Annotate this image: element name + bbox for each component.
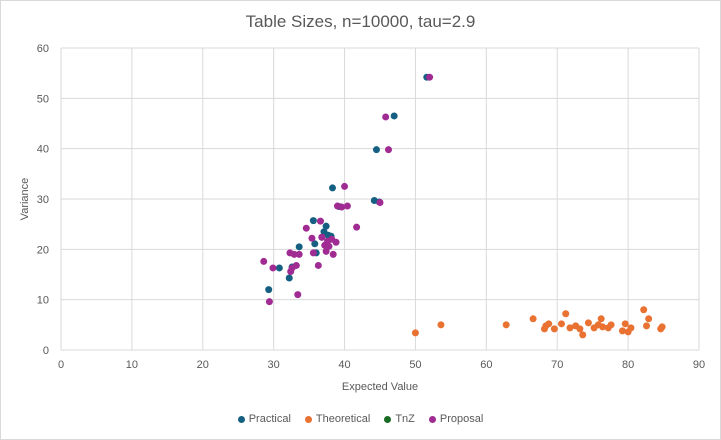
chart-title: Table Sizes, n=10000, tau=2.9 [245,12,476,31]
data-point [579,331,587,339]
data-point [265,286,273,294]
data-point [309,217,317,225]
y-tick-label: 20 [37,244,49,256]
legend-label: Theoretical [315,413,371,425]
data-point [260,257,268,265]
data-point [332,238,340,246]
legend-label: Practical [248,413,291,425]
x-tick-label: 90 [693,359,705,371]
data-point [325,242,333,250]
data-point [426,73,434,81]
data-point [294,291,302,299]
data-point [562,310,570,318]
x-tick-label: 10 [126,359,138,371]
data-point [599,323,607,331]
legend-swatch [237,415,245,423]
data-point [618,327,626,335]
data-points [260,73,666,339]
data-point [353,223,361,231]
data-point [584,319,592,327]
data-point [308,234,316,242]
legend-item: Practical [237,413,291,425]
x-tick-label: 40 [338,359,350,371]
data-point [529,315,537,323]
x-tick-label: 30 [268,359,280,371]
data-point [265,298,273,306]
legend-label: Proposal [439,413,484,425]
data-point [329,250,337,258]
data-point [292,261,300,269]
legend-item: TnZ [384,413,415,425]
data-point [311,240,319,248]
data-point [621,320,629,328]
data-point [607,321,615,329]
x-tick-label: 70 [551,359,563,371]
data-point [502,321,510,329]
data-point [318,233,326,241]
data-point [372,146,380,154]
data-point [322,222,330,230]
data-point [645,315,653,323]
data-point [382,113,390,121]
data-point [411,329,419,337]
data-point [376,199,384,207]
data-point [557,320,565,328]
data-point [290,250,298,258]
data-point [329,184,337,192]
legend-swatch [384,415,392,423]
data-point [545,320,553,328]
gridlines [60,47,700,351]
data-point [640,306,648,314]
legend-label: TnZ [395,413,415,425]
x-tick-label: 60 [480,359,492,371]
y-tick-label: 10 [37,295,49,307]
data-point [390,112,398,120]
legend-item: Proposal [428,413,484,425]
x-axis-label: Expected Value [342,381,418,393]
data-point [550,325,558,333]
data-point [658,323,666,331]
data-point [285,274,293,282]
data-point [314,261,322,269]
data-point [566,324,574,332]
data-point [338,203,346,211]
data-point [437,321,445,329]
y-tick-label: 30 [37,194,49,206]
y-tick-label: 0 [43,345,49,357]
data-point [309,249,317,257]
legend-item: Theoretical [304,413,371,425]
x-tick-label: 0 [58,359,64,371]
data-point [385,146,393,154]
data-point [302,224,310,232]
data-point [597,315,605,323]
y-tick-label: 50 [37,93,49,105]
legend-swatch [428,415,436,423]
legend: Practical Theoretical TnZ Proposal [0,413,721,425]
data-point [316,217,324,225]
data-point [275,264,283,272]
legend-swatch [304,415,312,423]
data-point [643,322,651,330]
data-point [343,202,351,210]
x-tick-label: 50 [409,359,421,371]
data-point [295,243,303,251]
y-tick-label: 60 [37,43,49,55]
x-tick-label: 80 [622,359,634,371]
x-tick-labels: 0 10 20 30 40 50 60 70 80 90 [58,359,705,371]
data-point [295,250,303,258]
y-tick-labels: 0 10 20 30 40 50 60 [37,43,49,357]
x-tick-label: 20 [197,359,209,371]
y-axis-label: Variance [19,178,31,221]
data-point [627,324,635,332]
data-point [269,264,277,272]
data-point [576,325,584,333]
data-point [341,182,349,190]
y-tick-label: 40 [37,144,49,156]
